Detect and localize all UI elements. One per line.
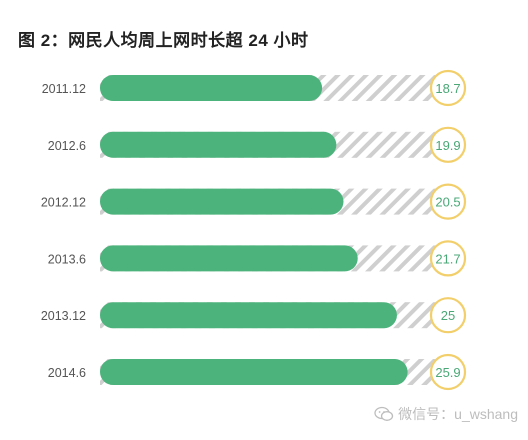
wechat-icon	[374, 406, 394, 421]
bar-row: 2013.12 25	[41, 297, 467, 334]
value-circle	[429, 297, 467, 334]
bar	[100, 131, 337, 158]
category-label: 2014.6	[48, 366, 86, 380]
category-label: 2011.12	[42, 82, 86, 96]
bar-row: 2012.12 20.5	[41, 183, 467, 220]
value-label: 18.7	[435, 81, 460, 96]
watermark: 微信号：u_wshang	[374, 404, 518, 424]
chart-title: 图 2：网民人均周上网时长超 24 小时	[18, 31, 309, 50]
value-circle	[429, 353, 467, 391]
value-circle	[429, 240, 467, 277]
value-label: 20.5	[435, 195, 460, 210]
category-label: 2012.12	[41, 196, 86, 210]
chart-rows: 2011.12 18.7 2012.6 19.9 2012.12 20.5 2013.6 21…	[41, 69, 467, 391]
bar	[100, 359, 408, 385]
value-label: 25	[441, 308, 455, 323]
category-label: 2013.6	[48, 252, 86, 266]
bar-row: 2013.6 21.7	[48, 240, 467, 277]
bar	[100, 75, 323, 101]
value-label: 25.9	[435, 365, 460, 380]
bar-row: 2011.12 18.7	[42, 69, 467, 107]
bar	[100, 245, 358, 272]
value-label: 19.9	[435, 138, 460, 153]
value-circle	[429, 126, 467, 163]
category-label: 2013.12	[41, 309, 86, 323]
bar-row: 2012.6 19.9	[48, 126, 467, 163]
value-circle	[429, 183, 467, 220]
category-label: 2012.6	[48, 139, 86, 153]
watermark-text: 微信号：u_wshang	[398, 406, 518, 422]
bar	[100, 188, 344, 215]
bar	[100, 302, 397, 329]
value-label: 21.7	[435, 251, 460, 266]
value-circle	[429, 69, 467, 107]
bar-row: 2014.6 25.9	[48, 353, 467, 391]
